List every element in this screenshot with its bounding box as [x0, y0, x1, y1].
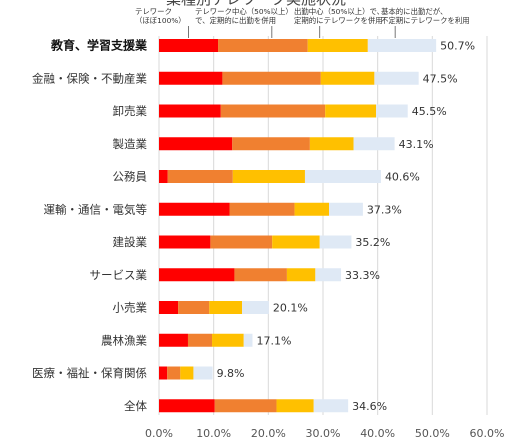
bar-segment-s1: [159, 268, 235, 282]
category-labels: 教育、学習支援業金融・保険・不動産業卸売業製造業公務員運輸・通信・電気等建設業サ…: [32, 38, 148, 413]
total-label: 33.3%: [345, 269, 380, 282]
total-label: 40.6%: [385, 171, 420, 184]
series-annotation: テレワーク中心（50%以上）で、定期的に出勤を併用: [195, 7, 293, 25]
x-tick-label: 0.0%: [145, 427, 173, 440]
bar-segment-s4: [304, 170, 381, 183]
total-label: 50.7%: [440, 40, 475, 53]
category-label: サービス業: [90, 268, 148, 282]
bar-segment-s3: [180, 366, 194, 380]
bar-segment-s1: [159, 104, 221, 118]
bar-segment-s4: [374, 71, 419, 85]
bar-segment-s1: [159, 235, 211, 249]
bar-segment-s3: [232, 170, 305, 183]
bar-segment-s4: [319, 235, 352, 249]
total-label: 45.5%: [412, 105, 447, 118]
x-tick-label: 30.0%: [306, 427, 341, 440]
total-labels: 50.7% 47.5% 45.5% 43.1% 40.6% 37.3% 35.2% 33.3%…: [217, 40, 476, 413]
x-tick-label: 20.0%: [251, 427, 286, 440]
bar-segment-s2: [234, 268, 287, 282]
bar-segment-s4: [242, 301, 269, 314]
total-label: 9.8%: [217, 367, 245, 380]
bar-segment-s4: [243, 333, 253, 347]
series-annotations: テレワーク（ほぼ100%） テレワーク中心（50%以上）で、定期的に出勤を併用出勤…: [135, 7, 470, 38]
bar-segment-s2: [220, 104, 326, 118]
bar-segment-s3: [212, 333, 244, 347]
category-label: 建設業: [113, 235, 148, 249]
bar-segment-s3: [325, 104, 377, 118]
series-annotation: 出勤中心（50%以上）で、定期的にテレワークを併用: [294, 7, 384, 25]
category-label: 金融・保険・不動産業: [32, 71, 147, 85]
bar-segment-s3: [209, 301, 243, 314]
x-tick-label: 10.0%: [196, 427, 231, 440]
bar-segment-s1: [159, 71, 223, 85]
bar-segment-s1: [159, 366, 168, 380]
bar-segment-s3: [309, 137, 354, 151]
category-label: 小売業: [113, 301, 148, 315]
total-label: 17.1%: [256, 334, 291, 347]
category-label: 教育、学習支援業: [50, 38, 148, 53]
bar-segment-s2: [222, 71, 321, 85]
bar-segment-s1: [159, 301, 179, 314]
bar-segment-s2: [229, 202, 295, 216]
total-label: 20.1%: [273, 302, 308, 315]
bar-segment-s2: [232, 137, 310, 151]
bar-segment-s3: [307, 39, 368, 52]
category-label: 製造業: [113, 137, 148, 151]
x-axis-ticks: 0.0% 10.0% 20.0% 30.0% 40.0% 50.0% 60.0%: [145, 427, 504, 440]
bar-segment-s2: [167, 366, 181, 380]
bars: [159, 39, 437, 413]
bar-segment-s3: [286, 268, 316, 282]
category-label: 全体: [124, 399, 147, 413]
total-label: 37.3%: [367, 203, 402, 216]
bar-segment-s4: [315, 268, 342, 282]
x-tick-label: 40.0%: [360, 427, 395, 440]
bar-segment-s1: [159, 137, 233, 151]
total-label: 35.2%: [355, 236, 390, 249]
bar-segment-s4: [367, 39, 437, 52]
bar-segment-s2: [167, 170, 233, 183]
series-annotation: テレワーク（ほぼ100%）: [135, 7, 186, 25]
x-tick-label: 60.0%: [470, 427, 505, 440]
total-label: 43.1%: [399, 138, 434, 151]
bar-segment-s3: [272, 235, 320, 249]
bar-segment-s4: [329, 202, 363, 216]
bar-segment-s2: [178, 301, 210, 314]
bar-segment-s4: [353, 137, 395, 151]
bar-segment-s3: [294, 202, 330, 216]
category-label: 農林漁業: [101, 333, 147, 347]
category-label: 医療・福祉・保育関係: [32, 366, 147, 380]
bar-segment-s4: [193, 366, 213, 380]
bar-segment-s1: [159, 399, 215, 413]
bar-segment-s3: [276, 399, 314, 413]
gridlines: [158, 36, 488, 415]
bar-segment-s3: [320, 71, 375, 85]
bar-segment-s1: [159, 39, 219, 52]
bar-segment-s4: [376, 104, 408, 118]
bar-segment-s2: [187, 333, 213, 347]
bar-segment-s2: [214, 399, 277, 413]
bar-segment-s2: [218, 39, 308, 52]
x-tick-label: 50.0%: [415, 427, 450, 440]
bar-segment-s1: [159, 202, 230, 216]
bar-segment-s1: [159, 333, 188, 347]
category-label: 運輸・通信・電気等: [44, 202, 148, 216]
total-label: 34.6%: [352, 400, 387, 413]
bar-segment-s4: [313, 399, 349, 413]
chart-title: 業種別テレワーク実施状況: [166, 0, 346, 8]
bar-segment-s1: [159, 170, 168, 183]
series-annotation: 基本的に出勤だが、不定期にテレワークを利用: [381, 7, 470, 25]
total-label: 47.5%: [423, 72, 458, 85]
category-label: 卸売業: [113, 104, 148, 118]
category-label: 公務員: [113, 170, 148, 184]
bar-segment-s2: [210, 235, 273, 249]
